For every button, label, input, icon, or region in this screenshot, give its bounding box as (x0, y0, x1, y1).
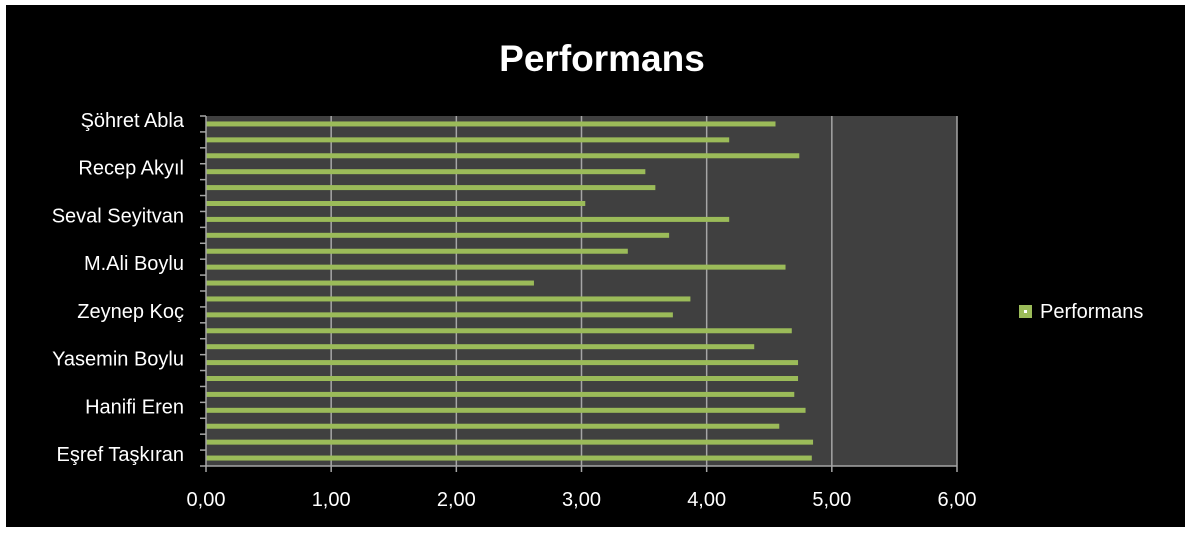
category-label: Eşref Taşkıran (57, 444, 184, 466)
bar (206, 312, 673, 318)
category-labels: Eşref Taşkıran Hanifi Eren Yasemin Boylu Ze… (52, 110, 185, 466)
bar (206, 423, 780, 429)
category-label: Seval Seyitvan (52, 205, 184, 227)
bar (206, 344, 755, 350)
legend-swatch-dot (1024, 310, 1027, 313)
bar (206, 328, 792, 334)
chart-frame: Performans 0,00 1,00 2,00 3,00 4,00 5,00 6,00 … (6, 5, 1185, 527)
gridlines (330, 116, 958, 466)
bar (206, 232, 670, 238)
category-label: Hanifi Eren (85, 396, 184, 418)
bar (206, 391, 795, 397)
chart-svg: Performans 0,00 1,00 2,00 3,00 4,00 5,00 6,00 … (52, 38, 1144, 511)
x-tick-label: 3,00 (562, 489, 601, 511)
bar (206, 153, 800, 159)
bars (206, 121, 814, 461)
x-tick-label: 6,00 (938, 489, 977, 511)
bar (206, 455, 812, 461)
bar (206, 216, 730, 222)
bar (206, 201, 586, 206)
category-label: Zeynep Koç (77, 301, 184, 323)
bar (206, 360, 799, 366)
category-label: Recep Akyıl (78, 158, 184, 180)
bar (206, 280, 534, 286)
bar (206, 439, 814, 445)
x-tick-label: 1,00 (312, 489, 351, 511)
bar (206, 185, 656, 191)
legend-label: Performans (1040, 301, 1143, 323)
bar (206, 296, 691, 302)
category-label: M.Ali Boylu (84, 253, 184, 275)
x-tick-label: 5,00 (812, 489, 851, 511)
bar (206, 169, 646, 175)
y-axis (200, 115, 207, 467)
bar (206, 264, 786, 270)
bar (206, 121, 776, 127)
category-label: Şöhret Abla (81, 110, 185, 132)
bar (206, 376, 799, 381)
x-tick-label: 0,00 (187, 489, 226, 511)
bar (206, 407, 806, 413)
bar (206, 248, 628, 254)
category-label: Yasemin Boylu (52, 349, 184, 371)
chart-title: Performans (499, 38, 705, 79)
bar (206, 137, 730, 143)
x-tick-label: 2,00 (437, 489, 476, 511)
x-tick-label: 4,00 (687, 489, 726, 511)
x-axis: 0,00 1,00 2,00 3,00 4,00 5,00 6,00 (187, 465, 977, 511)
legend: Performans (1019, 301, 1143, 323)
